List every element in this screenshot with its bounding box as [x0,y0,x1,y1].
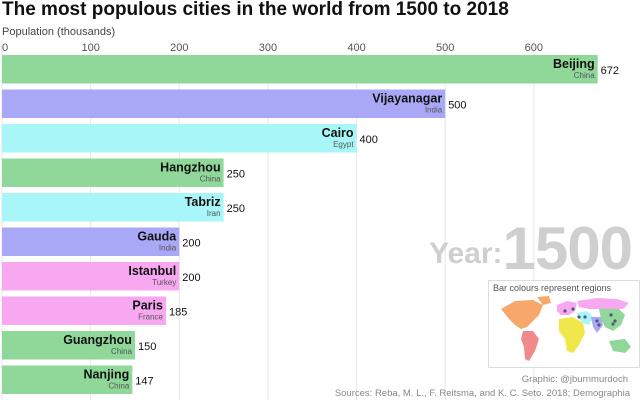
bar-city-label: Vijayanagar [372,92,442,106]
south-america-region [521,331,539,361]
bar-country-label: China [200,175,221,184]
x-tick-label: 0 [2,42,8,54]
bar [2,89,446,118]
bar-city-label: Guangzhou [63,333,132,347]
bar [2,296,166,325]
bar [2,55,598,84]
europe-region [557,301,577,315]
x-axis-ticks: 0 100 200 300 400 500 600 [2,42,543,54]
bar-value-label: 200 [182,272,200,284]
bar-country-label: India [159,244,177,253]
south-asia-region [591,317,603,333]
bar-value-label: 200 [182,238,200,250]
sources-note: Sources: Reba, M. L., F. Reitsma, and K.… [334,388,630,399]
bar [2,227,180,256]
bar-city-label: Nanjing [83,368,129,382]
x-tick-label: 200 [170,42,188,54]
legend-title: Bar colours represent regions [493,283,612,293]
bar-city-label: Beijing [553,57,595,71]
bar-country-label: China [108,382,129,391]
bar-value-label: 185 [169,307,187,319]
bar [2,262,180,291]
bar [2,193,224,222]
bar-city-label: Tabriz [185,195,221,209]
bar-value-label: 250 [227,169,245,181]
bar-country-label: France [138,313,163,322]
bar-country-label: China [111,347,132,356]
city-markers [563,307,617,327]
x-tick-label: 100 [81,42,99,54]
bar-country-label: Egypt [333,140,354,149]
x-tick-label: 400 [347,42,365,54]
bar-city-label: Cairo [322,126,354,140]
bar-value-label: 150 [138,341,156,353]
bar-city-label: Gauda [137,230,177,244]
bar-country-label: China [574,71,595,80]
x-axis-title: Population (thousands) [2,26,115,38]
x-tick-label: 500 [436,42,454,54]
region-legend: Bar colours represent regions [488,280,640,368]
year-prefix: Year: [429,237,503,270]
bar [2,158,224,187]
bar-city-label: Istanbul [128,264,176,278]
graphic-credit: Graphic: @jburnmurdoch [521,374,628,385]
africa-region [559,317,585,353]
bar-country-label: Iran [207,209,221,218]
russia-region [577,298,629,309]
bar-city-label: Hangzhou [160,161,220,175]
bar [2,365,133,394]
bar-value-label: 147 [135,376,153,388]
bar-country-label: Turkey [152,278,176,287]
bar [2,331,135,360]
bar [2,124,357,153]
bar-value-label: 500 [448,100,466,112]
bar-country-label: India [425,106,443,115]
north-america-region [501,300,543,329]
australia-region [609,339,631,353]
year-value: 1500 [502,215,633,282]
greenland-region [537,296,551,305]
east-asia-region [599,309,625,331]
bar-city-label: Paris [132,299,163,313]
bar-value-label: 250 [227,203,245,215]
year-display: Year:1500 [429,214,633,283]
bar-value-label: 672 [601,65,619,77]
world-map-icon [501,296,631,361]
x-tick-label: 300 [259,42,277,54]
x-tick-label: 600 [525,42,543,54]
chart-title: The most populous cities in the world fr… [2,0,509,20]
bar-value-label: 400 [360,134,378,146]
